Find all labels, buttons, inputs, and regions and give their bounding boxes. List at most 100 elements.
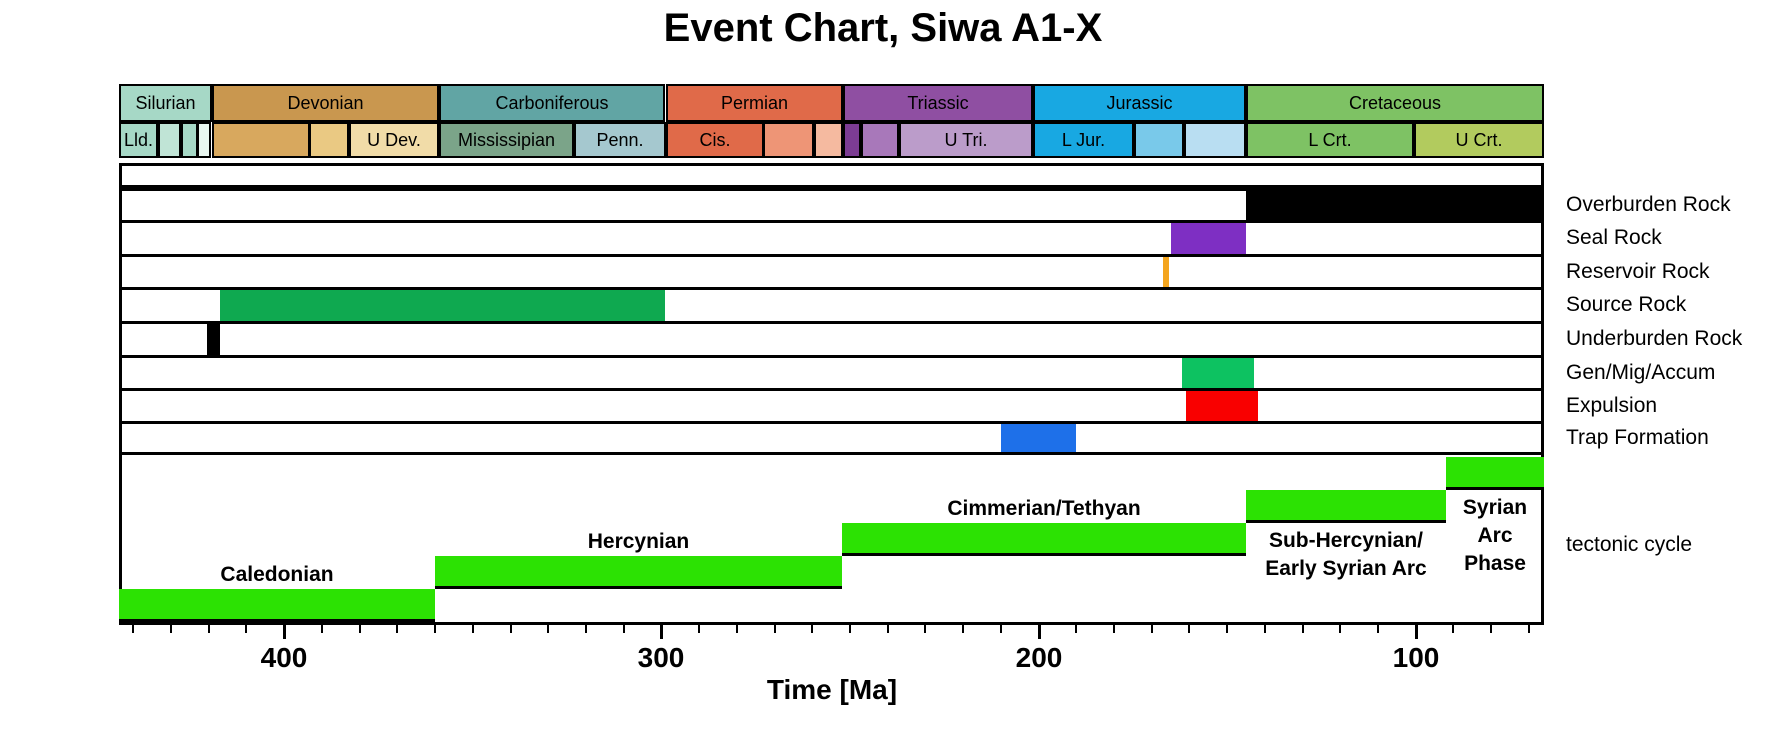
axis-minor-tick [736,625,738,633]
epoch-cell-penn: Penn. [574,122,666,158]
axis-minor-tick [811,625,813,633]
axis-minor-tick [1188,625,1190,633]
axis-tick-label-400: 400 [260,642,308,673]
axis-minor-tick [132,625,134,633]
axis-minor-tick [924,625,926,633]
epoch-cell-unnamed [814,122,843,158]
tectonic-label-caledonian: Caledonian [220,563,334,586]
epoch-cell-lld: Lld. [119,122,158,158]
tectonic-bar-syrian [1446,457,1544,490]
axis-minor-tick [170,625,172,633]
row-separator [119,421,1544,424]
chart-title: Event Chart, Siwa A1-X [663,6,1103,50]
axis-tick-label-300: 300 [637,642,685,673]
epoch-cell-l-jur: L Jur. [1033,122,1134,158]
row-separator [119,220,1544,223]
period-cell-silurian: Silurian [119,84,212,122]
epoch-cell-unnamed [309,122,349,158]
axis-minor-tick [1452,625,1454,633]
event-bar-reservoir-rock [1163,257,1169,287]
axis-minor-tick [547,625,549,633]
axis-tick-label-100: 100 [1392,642,1440,673]
epoch-cell-unnamed [763,122,814,158]
epoch-cell-unnamed [197,122,211,158]
event-bar-overburden-rock [1246,190,1544,220]
axis-major-tick-300 [660,625,663,639]
axis-minor-tick [396,625,398,633]
epoch-cell-unnamed [158,122,181,158]
row-separator [119,254,1544,257]
event-bar-trap-formation [1001,424,1076,452]
axis-minor-tick [245,625,247,633]
event-bar-seal-rock [1171,223,1246,254]
period-cell-cretaceous: Cretaceous [1246,84,1544,122]
tectonic-label-hercynian: Hercynian [587,530,690,553]
axis-minor-tick [1264,625,1266,633]
row-label-gen-mig-accum: Gen/Mig/Accum [1566,361,1716,384]
axis-minor-tick [1000,625,1002,633]
period-cell-permian: Permian [666,84,843,122]
axis-minor-tick [1151,625,1153,633]
axis-minor-tick [208,625,210,633]
epoch-cell-unnamed [181,122,198,158]
axis-minor-tick [1226,625,1228,633]
axis-minor-tick [1377,625,1379,633]
axis-minor-tick [359,625,361,633]
event-bar-gen-mig-accum [1182,358,1254,388]
axis-minor-tick [962,625,964,633]
epoch-cell-unnamed [843,122,861,158]
axis-minor-tick [472,625,474,633]
axis-minor-tick [1113,625,1115,633]
axis-minor-tick [1075,625,1077,633]
epoch-cell-unnamed [1184,122,1246,158]
axis-major-tick-200 [1038,625,1041,639]
epoch-cell-unnamed [1134,122,1184,158]
axis-minor-tick [1528,625,1530,633]
period-cell-jurassic: Jurassic [1033,84,1246,122]
axis-minor-tick [1490,625,1492,633]
row-label-underburden-rock: Underburden Rock [1566,327,1743,350]
epoch-cell-u-crt: U Crt. [1414,122,1544,158]
period-cell-carboniferous: Carboniferous [439,84,665,122]
row-separator [119,321,1544,324]
row-label-expulsion: Expulsion [1566,394,1658,417]
axis-minor-tick [1302,625,1304,633]
axis-minor-tick [887,625,889,633]
row-separator [119,388,1544,391]
axis-minor-tick [510,625,512,633]
event-bar-source-rock [220,290,665,321]
tectonic-label-sub-hercynian: Sub-Hercynian/ Early Syrian Arc [1265,529,1427,580]
row-separator [119,452,1544,455]
tectonic-label-cimmerian-tethyan: Cimmerian/Tethyan [947,497,1141,520]
tectonic-bar-cimmerian-tethyan [842,523,1246,556]
axis-minor-tick [321,625,323,633]
tectonic-cycle-label: tectonic cycle [1566,533,1693,556]
axis-major-tick-100 [1415,625,1418,639]
chart-frame [119,188,1544,625]
epoch-cell-u-tri: U Tri. [899,122,1033,158]
event-bar-expulsion [1186,391,1258,421]
axis-minor-tick [698,625,700,633]
tectonic-label-syrian: Syrian Arc Phase [1462,496,1528,575]
axis-minor-tick [623,625,625,633]
epoch-cell-unnamed [861,122,899,158]
epoch-cell-u-dev: U Dev. [349,122,439,158]
epoch-cell-l-crt: L Crt. [1246,122,1414,158]
header-gap-row [119,163,1544,188]
period-cell-triassic: Triassic [843,84,1033,122]
row-label-trap-formation: Trap Formation [1566,426,1709,449]
tectonic-bar-caledonian [119,589,435,622]
row-separator [119,287,1544,290]
tectonic-bar-sub-hercynian [1246,490,1446,523]
row-label-source-rock: Source Rock [1566,293,1687,316]
epoch-cell-cis: Cis. [666,122,764,158]
axis-minor-tick [774,625,776,633]
event-bar-underburden-rock [207,324,220,355]
axis-minor-tick [849,625,851,633]
tectonic-bar-hercynian [435,556,842,589]
axis-major-tick-400 [283,625,286,639]
row-label-overburden-rock: Overburden Rock [1566,193,1731,216]
axis-minor-tick [1339,625,1341,633]
axis-minor-tick [434,625,436,633]
